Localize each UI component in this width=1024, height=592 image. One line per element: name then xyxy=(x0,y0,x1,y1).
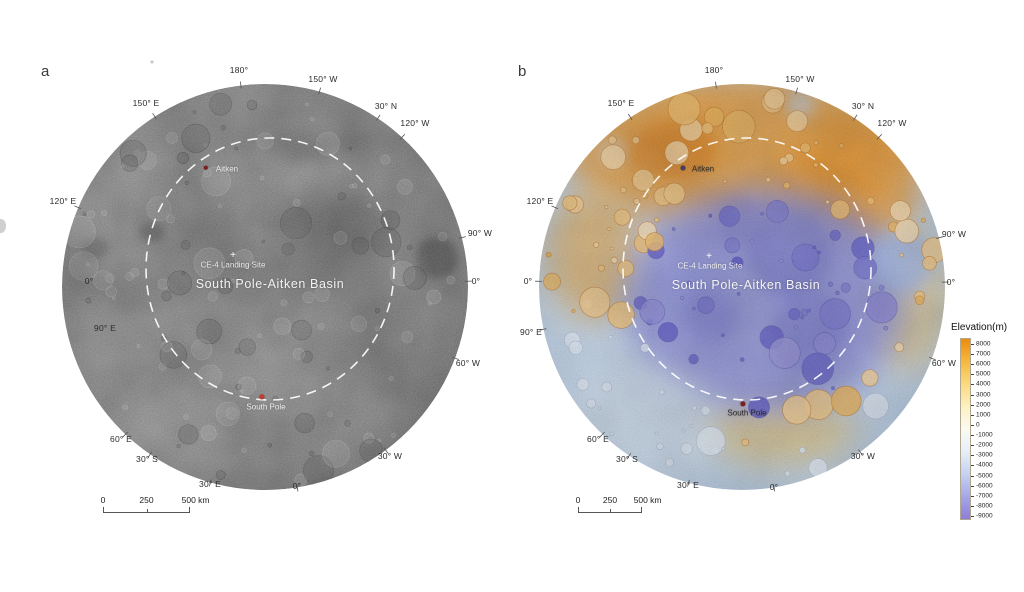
colorbar-tick-label: -7000 xyxy=(976,492,993,500)
colorbar-tickline xyxy=(971,516,974,518)
graticule-tick xyxy=(626,453,632,460)
graticule-tick xyxy=(152,112,157,120)
colorbar-tickline xyxy=(971,424,974,426)
colorbar-tick-label: 1000 xyxy=(976,411,991,419)
moon-disk-b xyxy=(539,84,945,490)
graticule-tick xyxy=(876,134,882,140)
colorbar: Elevation(m) 8000 7000 6000 5000 4000 3000 200… xyxy=(948,322,1024,536)
graticule-tick xyxy=(627,113,633,121)
colorbar-tickline xyxy=(971,455,974,457)
graticule-tick xyxy=(599,431,605,438)
colorbar-tick-label: 3000 xyxy=(976,391,991,399)
colorbar-tickline xyxy=(971,344,974,345)
colorbar-tickline xyxy=(971,475,974,477)
colorbar-tickline xyxy=(971,394,974,396)
spa-dashed-ellipse xyxy=(145,137,395,401)
colorbar-tickline xyxy=(971,404,974,406)
colorbar-tickline xyxy=(971,364,974,366)
spa-dashed-ellipse xyxy=(622,137,872,401)
panel-b-letter: b xyxy=(518,63,527,80)
colorbar-tickline xyxy=(971,505,974,507)
graticule-tick xyxy=(539,328,547,331)
graticule-ticks-b xyxy=(535,81,949,492)
graticule-tick xyxy=(452,356,460,360)
graticule-tick xyxy=(147,451,153,458)
moon-disk-a xyxy=(62,84,468,490)
colorbar-tick-label: 0 xyxy=(976,421,980,429)
colorbar-tickline xyxy=(971,414,974,416)
colorbar-tickline xyxy=(971,465,974,467)
graticule-tick xyxy=(399,134,405,140)
graticule-tick xyxy=(208,479,212,487)
graticule-tick xyxy=(122,431,128,438)
colorbar-tick-label: -9000 xyxy=(976,512,993,520)
colorbar-tickline xyxy=(971,374,974,376)
colorbar-tick-label: 4000 xyxy=(976,380,991,388)
colorbar-tick-label: 8000 xyxy=(976,340,991,348)
colorbar-gradient xyxy=(960,338,971,520)
scan-artifact xyxy=(0,219,6,233)
colorbar-title: Elevation(m) xyxy=(951,322,1008,333)
graticule-tick xyxy=(240,81,242,89)
colorbar-tickline xyxy=(971,495,974,497)
spa-basin-outline-a xyxy=(145,137,395,401)
graticule-tick xyxy=(715,81,717,89)
graticule-tick xyxy=(852,114,858,121)
spa-basin-outline-b xyxy=(622,137,872,401)
graticule-tick xyxy=(551,205,559,210)
colorbar-tick-label: 7000 xyxy=(976,350,991,358)
colorbar-tick-label: -8000 xyxy=(976,502,993,510)
colorbar-tick-label: 6000 xyxy=(976,360,991,368)
panel-a-letter: a xyxy=(41,63,50,80)
graticule-tick xyxy=(795,87,798,95)
colorbar-tickline xyxy=(971,485,974,487)
colorbar-tickline xyxy=(971,384,974,386)
graticule-tick xyxy=(318,87,321,95)
colorbar-tick-label: 2000 xyxy=(976,401,991,409)
graticule-tick xyxy=(458,236,466,239)
graticule-tick xyxy=(296,484,299,492)
colorbar-tick-label: -1000 xyxy=(976,431,993,439)
graticule-tick xyxy=(383,447,389,454)
graticule-tick xyxy=(687,479,690,487)
graticule-tick xyxy=(929,357,936,361)
colorbar-tick-label: 5000 xyxy=(976,370,991,378)
graticule-tick xyxy=(375,114,381,121)
graticule-tick xyxy=(935,236,943,239)
colorbar-tick-label: -6000 xyxy=(976,482,993,490)
colorbar-tick-label: -3000 xyxy=(976,451,993,459)
graticule-tick xyxy=(74,205,82,210)
colorbar-tickline xyxy=(971,445,974,447)
colorbar-tickline xyxy=(971,354,974,356)
scan-speck xyxy=(150,60,154,64)
graticule-ticks-a xyxy=(74,81,472,492)
graticule-tick xyxy=(773,484,776,492)
colorbar-tickline xyxy=(971,435,974,437)
colorbar-tick-label: -5000 xyxy=(976,472,993,480)
graticule-tick xyxy=(858,449,863,456)
colorbar-tick-label: -2000 xyxy=(976,441,993,449)
colorbar-tick-label: -4000 xyxy=(976,461,993,469)
